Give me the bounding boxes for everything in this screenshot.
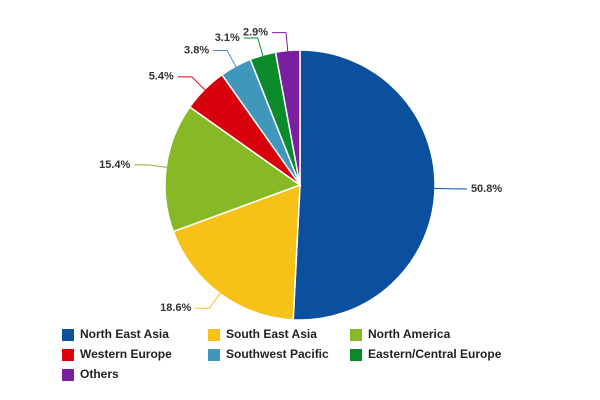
legend-swatch: [350, 329, 362, 341]
leader-line: [195, 291, 222, 309]
leader-line: [432, 187, 467, 190]
legend-label: Eastern/Central Europe: [368, 347, 502, 361]
leader-line: [272, 32, 289, 53]
legend-label: North East Asia: [80, 327, 169, 341]
legend-swatch: [62, 369, 74, 381]
leader-line: [134, 164, 169, 168]
legend-swatch: [208, 329, 220, 341]
legend-label: South East Asia: [226, 327, 317, 341]
legend-swatch: [62, 349, 74, 361]
legend-label: Others: [80, 367, 119, 381]
data-label: 50.8%: [471, 183, 502, 195]
leader-line: [213, 49, 238, 69]
legend-label: North America: [368, 327, 451, 341]
pie: 50.8% 18.6% 15.4% 5.4% 3.8% 3.1% 2.9%: [99, 27, 502, 321]
data-label: 5.4%: [149, 71, 174, 83]
legend-swatch: [208, 349, 220, 361]
leader-line: [243, 37, 264, 58]
data-label: 3.8%: [184, 44, 209, 56]
data-label: 3.1%: [215, 32, 240, 44]
legend-swatch: [62, 329, 74, 341]
legend-swatch: [350, 349, 362, 361]
leader-line: [177, 76, 207, 92]
data-label: 2.9%: [243, 27, 268, 39]
data-label: 15.4%: [99, 159, 130, 171]
legend: North East Asia South East Asia North Amer…: [62, 327, 502, 381]
data-label: 18.6%: [160, 302, 191, 314]
legend-label: Western Europe: [80, 347, 172, 361]
pie-slice: [292, 49, 436, 321]
legend-label: Southwest Pacific: [226, 347, 329, 361]
